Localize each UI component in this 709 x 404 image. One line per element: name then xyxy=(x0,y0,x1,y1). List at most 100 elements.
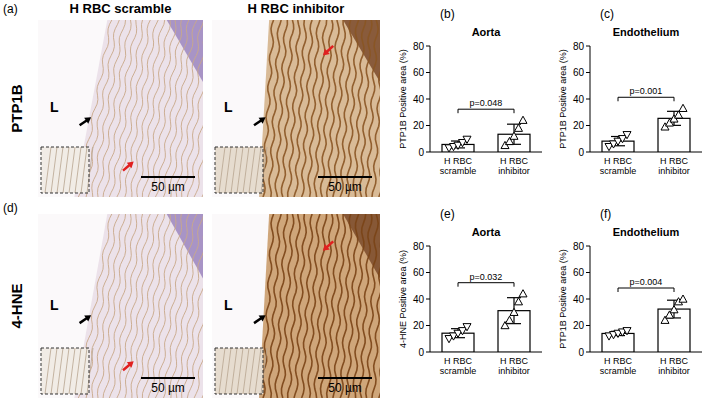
y-axis-title: PTP1B Positive area (%) xyxy=(398,49,408,149)
panel-letter: (f) xyxy=(600,207,611,221)
lumen-label: L xyxy=(50,297,59,313)
inset-bg xyxy=(215,348,263,394)
lamella xyxy=(321,214,333,398)
data-point xyxy=(623,132,631,139)
p-value: p=0.004 xyxy=(630,277,663,287)
arrow-head xyxy=(127,361,134,368)
lamella xyxy=(321,20,333,197)
label-line: H RBC xyxy=(604,356,633,366)
lamella xyxy=(155,214,189,398)
arrow-shaft xyxy=(327,241,334,247)
y-tick xyxy=(426,125,430,126)
arrow-shaft xyxy=(123,364,130,370)
y-tick xyxy=(426,99,430,100)
y-tick-label: 80 xyxy=(413,41,425,52)
lumen-label: L xyxy=(224,297,233,313)
label-line: H RBC xyxy=(660,156,689,166)
y-tick-label: 40 xyxy=(573,94,585,105)
data-point xyxy=(675,111,683,118)
micrograph xyxy=(38,20,203,197)
data-point xyxy=(510,132,518,139)
arrow-shaft xyxy=(254,318,261,323)
inset-line xyxy=(219,147,225,193)
inset-line xyxy=(255,348,261,394)
label-line: scramble xyxy=(600,366,637,376)
x-tick-label: H RBCinhibitor xyxy=(498,156,530,176)
y-axis-title: 4-HNE Positive area (%) xyxy=(398,250,408,348)
inset-line xyxy=(237,348,243,394)
y-tick xyxy=(426,152,430,153)
label-line: scramble xyxy=(440,366,477,376)
label-line: H RBC xyxy=(660,356,689,366)
y-tick xyxy=(586,352,590,353)
lamella xyxy=(103,214,137,398)
inset-line xyxy=(225,348,231,394)
inset-line xyxy=(87,147,93,193)
data-point xyxy=(510,308,518,315)
lamella xyxy=(340,20,351,197)
lamella xyxy=(103,20,137,197)
inset-line xyxy=(57,147,63,193)
inset-line xyxy=(87,348,93,394)
lamella xyxy=(340,214,351,398)
inset-line xyxy=(237,147,243,193)
arrow-shaft xyxy=(80,120,87,125)
panel-letter: (d) xyxy=(3,201,18,215)
bar-chart: (e)Aorta4-HNE Positive area (%)020406080… xyxy=(398,207,542,376)
lumen-label: L xyxy=(50,99,59,115)
p-value: p=0.048 xyxy=(470,98,503,108)
inset-bg xyxy=(41,147,89,193)
y-tick xyxy=(586,325,590,326)
lamella xyxy=(372,214,380,398)
inset-line xyxy=(249,147,255,193)
inset-frame xyxy=(41,348,89,394)
bracket xyxy=(458,109,514,113)
inset-line xyxy=(69,348,75,394)
lamella xyxy=(379,20,380,197)
lamella xyxy=(194,214,203,398)
tissue xyxy=(259,20,380,197)
lamella xyxy=(360,214,372,398)
y-tick xyxy=(426,246,430,247)
bracket xyxy=(618,97,674,101)
arrow-shaft xyxy=(327,46,334,52)
inset-line xyxy=(261,348,267,394)
lamella xyxy=(142,20,176,197)
arrow-head xyxy=(84,315,91,321)
lamella xyxy=(164,214,197,398)
arrow-shaft xyxy=(254,120,261,125)
y-tick-label: 0 xyxy=(578,347,584,358)
inset-line xyxy=(75,348,81,394)
label-line: scramble xyxy=(440,166,477,176)
y-tick xyxy=(586,299,590,300)
x-tick-label: H RBCscramble xyxy=(600,156,637,176)
label-line: inhibitor xyxy=(498,366,530,376)
label-line: H RBC xyxy=(604,156,633,166)
label-line: inhibitor xyxy=(498,166,530,176)
y-tick-label: 20 xyxy=(573,320,585,331)
y-tick xyxy=(586,99,590,100)
inset-frame xyxy=(215,147,263,193)
lamella xyxy=(282,214,294,398)
x-tick-label: H RBCinhibitor xyxy=(658,156,690,176)
bar-chart: (b)AortaPTP1B Positive area (%)020406080… xyxy=(398,7,542,176)
label-line: H RBC xyxy=(500,156,529,166)
data-point xyxy=(679,104,687,111)
data-point xyxy=(623,328,631,335)
lamella xyxy=(327,20,339,197)
inset-line xyxy=(243,147,249,193)
y-tick-label: 0 xyxy=(418,147,424,158)
data-point xyxy=(515,124,523,131)
inset-frame xyxy=(41,147,89,193)
tissue xyxy=(74,20,203,197)
lamella xyxy=(164,20,197,197)
inset-line xyxy=(243,348,249,394)
inset-line xyxy=(51,147,57,193)
lamella xyxy=(202,214,203,398)
background xyxy=(38,214,203,398)
x-tick-label: H RBCinhibitor xyxy=(658,356,690,376)
lamella xyxy=(379,214,380,398)
arrow-shaft xyxy=(80,318,87,323)
panel-letter: (c) xyxy=(600,7,614,21)
y-tick xyxy=(586,246,590,247)
